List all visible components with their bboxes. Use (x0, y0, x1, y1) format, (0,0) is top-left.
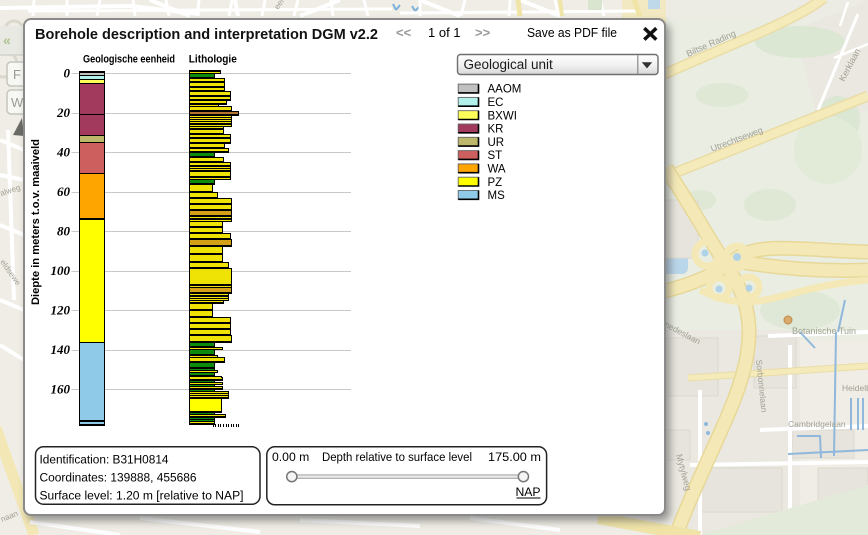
svg-text:eef: eef (272, 0, 286, 11)
svg-text:Botanische Tuin: Botanische Tuin (792, 326, 856, 336)
svg-text:W: W (11, 95, 24, 110)
svg-text:«: « (3, 32, 11, 48)
svg-text:F: F (13, 67, 21, 82)
svg-text:Cambridgelaan: Cambridgelaan (788, 419, 846, 429)
svg-text:Heidelberg: Heidelberg (842, 383, 868, 393)
